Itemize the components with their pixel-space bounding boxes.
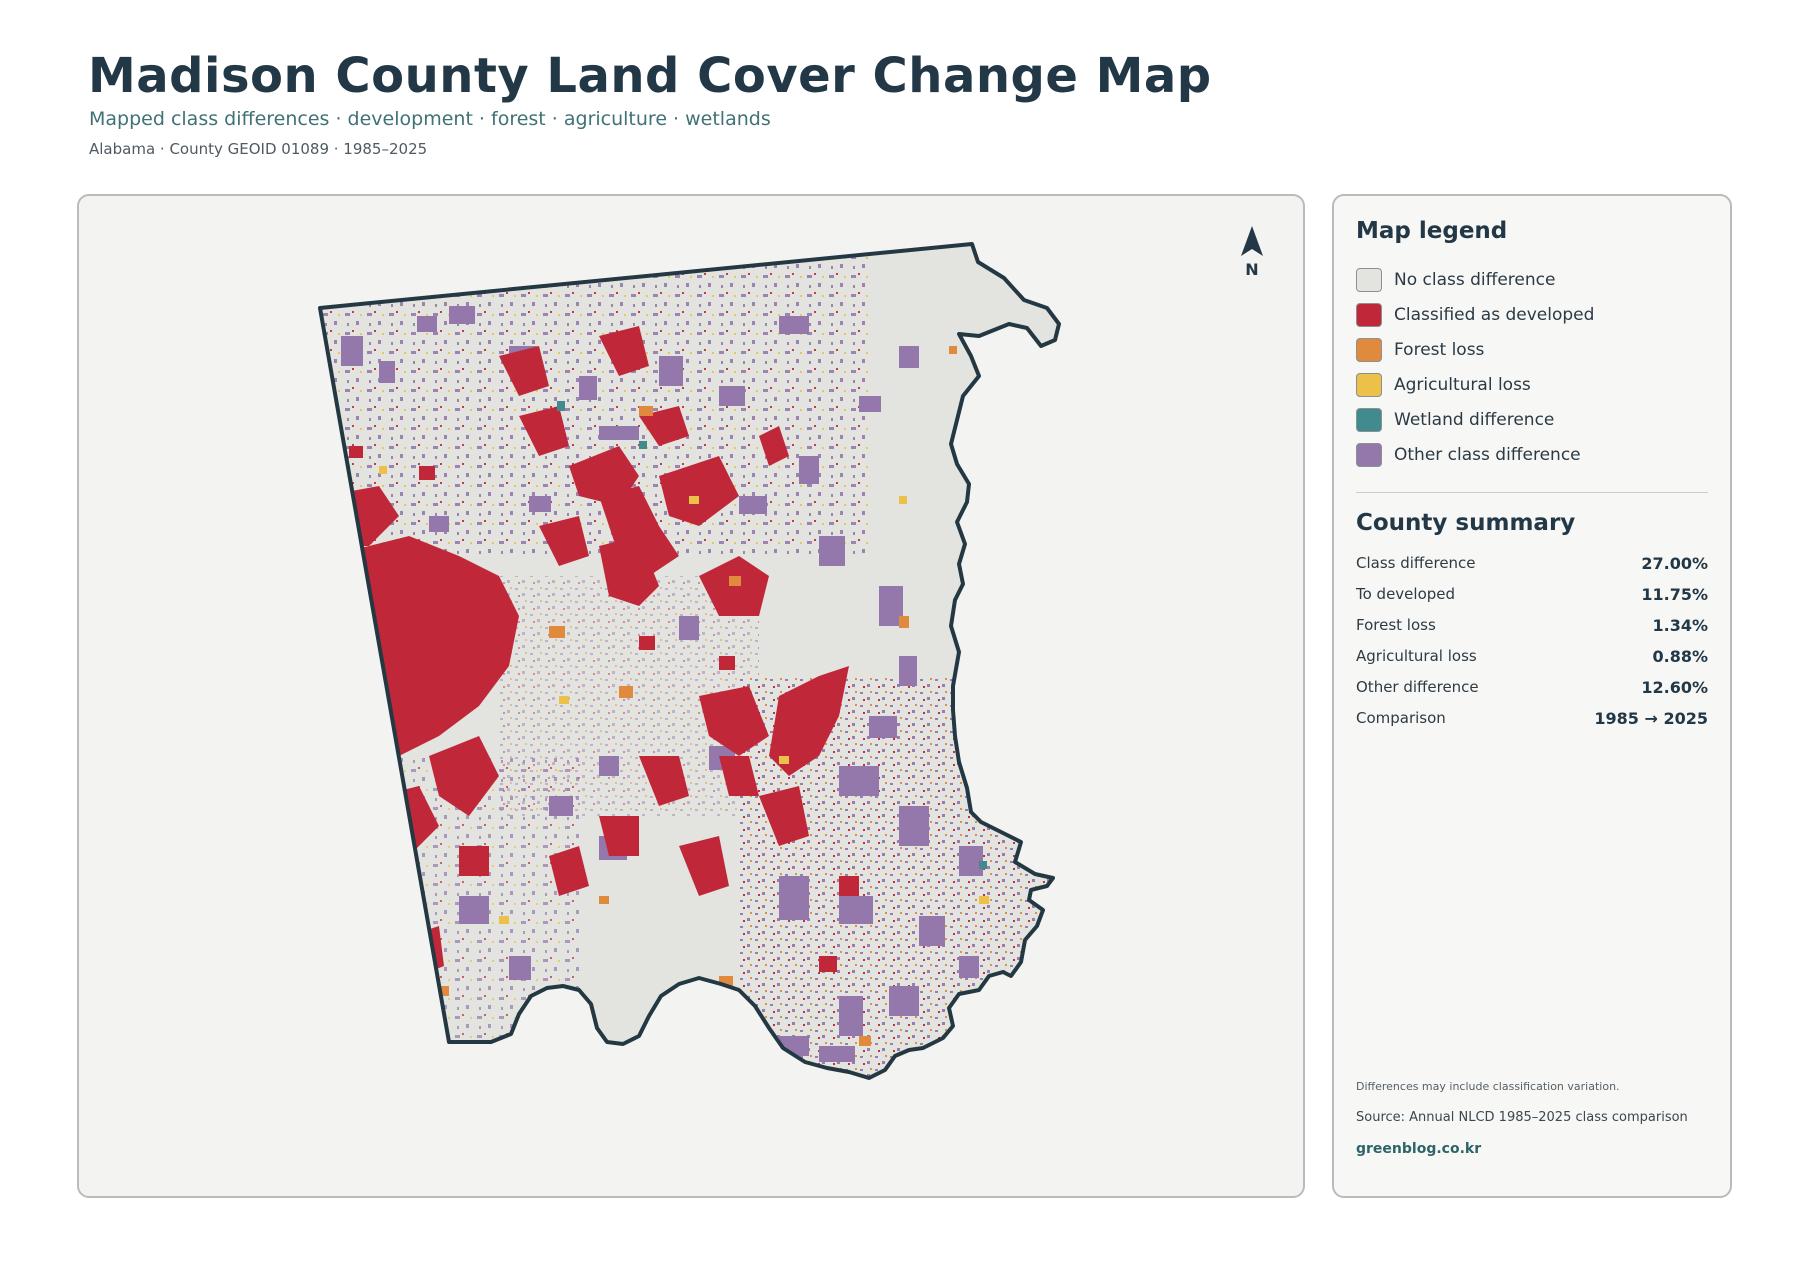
summary-value: 27.00% (1641, 553, 1708, 573)
summary-value: 0.88% (1652, 646, 1708, 666)
summary-row: Class difference 27.00% (1356, 552, 1708, 574)
agricultural-loss-patches (379, 466, 989, 924)
developed-patches (324, 326, 859, 976)
summary-label: Agricultural loss (1356, 647, 1477, 665)
footer-note: Differences may include classification v… (1356, 1080, 1620, 1093)
summary-row: Agricultural loss 0.88% (1356, 645, 1708, 667)
legend-item-wetland: Wetland difference (1356, 406, 1554, 434)
panel-divider (1356, 492, 1708, 493)
legend-title: Map legend (1356, 218, 1508, 244)
summary-title: County summary (1356, 510, 1576, 536)
legend-item-forest-loss: Forest loss (1356, 336, 1484, 364)
summary-row: Forest loss 1.34% (1356, 614, 1708, 636)
summary-row: Comparison 1985 → 2025 (1356, 707, 1708, 729)
legend-swatch (1356, 443, 1382, 467)
side-panel: Map legend No class difference Classifie… (1332, 194, 1732, 1198)
summary-label: To developed (1356, 585, 1456, 603)
legend-swatch (1356, 268, 1382, 292)
summary-value: 1.34% (1652, 615, 1708, 635)
footer-site-link[interactable]: greenblog.co.kr (1356, 1141, 1482, 1157)
legend-swatch (1356, 373, 1382, 397)
summary-label: Other difference (1356, 678, 1479, 696)
legend-item-developed: Classified as developed (1356, 301, 1594, 329)
north-arrow: N (1227, 224, 1277, 284)
legend-label: Classified as developed (1394, 305, 1595, 325)
summary-label: Comparison (1356, 709, 1446, 727)
legend-label: No class difference (1394, 270, 1556, 290)
legend-label: Wetland difference (1394, 410, 1555, 430)
legend-swatch (1356, 303, 1382, 327)
summary-label: Forest loss (1356, 616, 1436, 634)
north-label: N (1245, 260, 1259, 279)
summary-row: To developed 11.75% (1356, 583, 1708, 605)
page-subtitle: Mapped class differences · development ·… (89, 108, 771, 130)
summary-label: Class difference (1356, 554, 1476, 572)
summary-value: 11.75% (1641, 584, 1708, 604)
page-title: Madison County Land Cover Change Map (88, 48, 1212, 104)
legend-item-no-change: No class difference (1356, 266, 1555, 294)
footer-source: Source: Annual NLCD 1985–2025 class comp… (1356, 1110, 1688, 1125)
legend-label: Other class difference (1394, 445, 1581, 465)
legend-label: Agricultural loss (1394, 375, 1531, 395)
county-map[interactable] (79, 196, 1303, 1196)
county-boundary (318, 242, 1061, 1080)
summary-row: Other difference 12.60% (1356, 676, 1708, 698)
legend-swatch (1356, 338, 1382, 362)
legend-label: Forest loss (1394, 340, 1485, 360)
summary-value: 1985 → 2025 (1594, 708, 1708, 728)
map-panel[interactable]: N (77, 194, 1305, 1198)
summary-value: 12.60% (1641, 677, 1708, 697)
legend-item-agricultural-loss: Agricultural loss (1356, 371, 1531, 399)
north-arrow-icon (1241, 226, 1263, 256)
legend-swatch (1356, 408, 1382, 432)
page-meta: Alabama · County GEOID 01089 · 1985–2025 (89, 140, 428, 158)
legend-item-other: Other class difference (1356, 441, 1581, 469)
